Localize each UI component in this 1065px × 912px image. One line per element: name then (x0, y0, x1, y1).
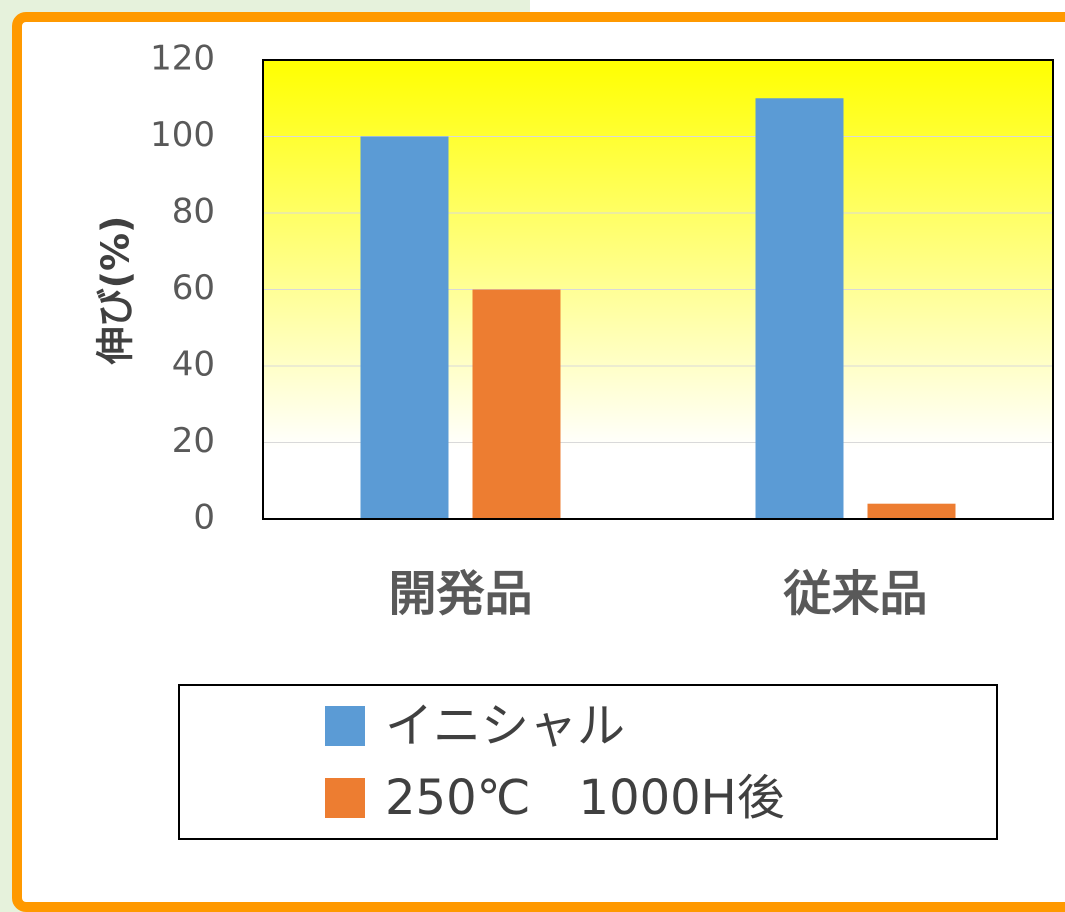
bar-series0-cat1 (755, 98, 844, 519)
y-tick-label: 120 (150, 39, 215, 79)
y-tick-labels: 0 20 40 60 80 100 120 (150, 39, 215, 538)
category-label: 開発品 (388, 566, 532, 622)
y-tick-label: 20 (172, 421, 215, 461)
legend-item-initial: イニシャル (325, 696, 625, 756)
bar-chart: 0 20 40 60 80 100 120 開発品 従来品 伸び(%) (94, 39, 1054, 622)
category-label: 従来品 (782, 566, 927, 622)
y-tick-label: 100 (150, 115, 215, 155)
legend: イニシャル 250℃ 1000H後 (178, 684, 998, 840)
bar-series1-cat0 (472, 289, 561, 519)
y-axis-label: 伸び(%) (94, 216, 138, 366)
legend-swatch-initial (325, 706, 365, 746)
x-category-labels: 開発品 従来品 (388, 566, 927, 622)
legend-label-initial: イニシャル (385, 698, 626, 754)
legend-swatch-aged (325, 778, 365, 818)
y-tick-label: 0 (193, 498, 215, 538)
plot-border (262, 59, 1054, 520)
y-tick-label: 40 (172, 345, 215, 385)
bar-series0-cat0 (360, 136, 449, 519)
background-strip (530, 0, 1065, 14)
bar-series1-cat1 (867, 503, 956, 519)
legend-item-aged: 250℃ 1000H後 (325, 768, 785, 828)
bars (360, 98, 956, 519)
y-tick-label: 60 (172, 268, 215, 308)
y-tick-label: 80 (172, 192, 215, 232)
legend-label-aged: 250℃ 1000H後 (385, 770, 785, 826)
